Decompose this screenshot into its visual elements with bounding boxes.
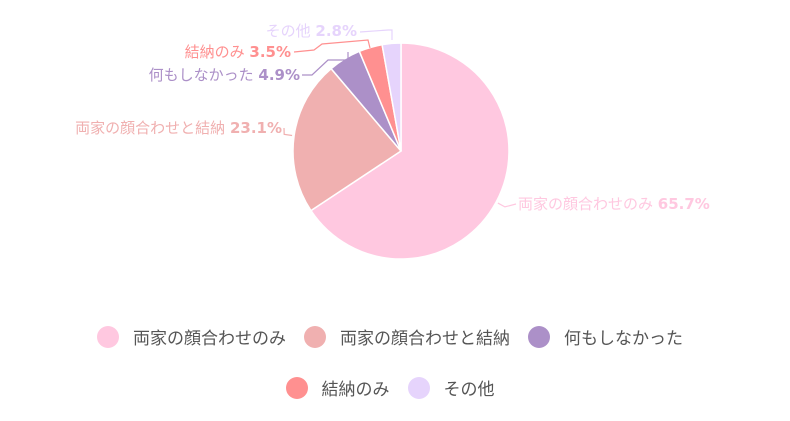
legend-swatch-circle-icon xyxy=(304,325,326,348)
legend-item-other[interactable]: その他 xyxy=(407,375,505,400)
legend-row-2: 結納のみ その他 xyxy=(0,375,790,400)
pie-chart: 両家の顔合わせのみ 65.7% 両家の顔合わせと結納 23.1% 何もしなかった 4… xyxy=(75,22,710,260)
legend-item-meeting-and-yuino[interactable]: 両家の顔合わせと結納 xyxy=(304,324,520,349)
legend-label: 両家の顔合わせと結納 xyxy=(340,329,510,349)
label-connector-line xyxy=(293,39,371,53)
data-label: その他 2.8% xyxy=(266,22,357,40)
legend-item-both-families-meeting-only[interactable]: 両家の顔合わせのみ xyxy=(97,324,296,349)
pie-slice[interactable] xyxy=(309,42,510,260)
legend-label: 結納のみ xyxy=(321,380,390,400)
legend-row-1: 両家の顔合わせのみ 両家の顔合わせと結納 何もしなかった xyxy=(0,324,790,349)
pie-slice[interactable] xyxy=(292,67,403,212)
data-label: 両家の顔合わせと結納 23.1% xyxy=(75,119,282,137)
legend-item-nothing[interactable]: 何もしなかった xyxy=(528,324,693,349)
data-label: 両家の顔合わせのみ 65.7% xyxy=(518,195,710,213)
data-label: 何もしなかった 4.9% xyxy=(149,66,300,84)
label-connector-line xyxy=(497,202,517,208)
pie-slices xyxy=(292,42,510,260)
label-connectors xyxy=(283,29,517,208)
legend-item-yuino-only[interactable]: 結納のみ xyxy=(285,375,400,400)
label-connector-line xyxy=(283,127,293,137)
label-connector-line xyxy=(359,29,393,40)
legend-swatch-circle-icon xyxy=(97,325,119,348)
legend-label: その他 xyxy=(443,380,495,400)
legend-swatch-circle-icon xyxy=(528,325,550,348)
data-labels: 両家の顔合わせのみ 65.7% 両家の顔合わせと結納 23.1% 何もしなかった 4… xyxy=(75,22,710,213)
legend-label: 両家の顔合わせのみ xyxy=(133,329,286,349)
legend-swatch-circle-icon xyxy=(407,376,430,399)
legend-label: 何もしなかった xyxy=(564,329,683,349)
label-connector-line xyxy=(302,52,349,76)
data-label: 結納のみ 3.5% xyxy=(185,43,291,61)
pie-slice[interactable] xyxy=(381,42,402,152)
legend-swatch-circle-icon xyxy=(285,376,308,399)
